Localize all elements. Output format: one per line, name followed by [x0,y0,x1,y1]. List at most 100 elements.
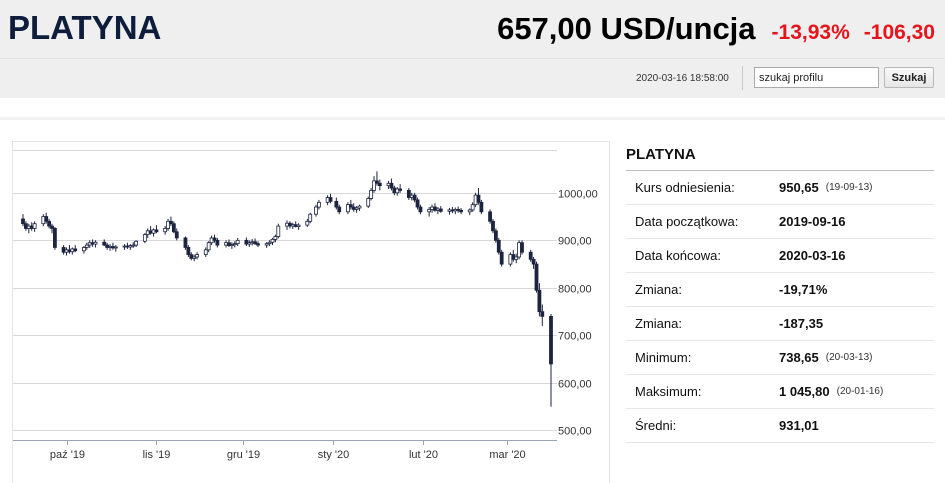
candle-body-up [247,242,252,245]
candle-body-down [488,211,492,222]
candle-body-up [276,225,281,237]
info-value: 2019-09-16 [779,214,846,229]
info-label: Data końcowa: [635,248,721,263]
candle-body-up [372,180,376,191]
info-row: Średni: 931,01 [626,409,934,443]
candle-body-up [470,204,475,211]
price-chart: 1000,00 900,00 800,00 700,00 600,00 500,00 paź… [13,150,598,461]
search-profile-input[interactable] [754,67,879,88]
section-rule [0,117,945,120]
info-title: PLATYNA [626,146,696,163]
candle-body-up [232,243,237,246]
candle-body-up [82,247,86,252]
info-value: 2020-03-16 [779,248,846,263]
candle-body-down [491,220,495,232]
candle-body-down [418,206,423,213]
y-tick-label: 600,00 [558,379,592,391]
search-button[interactable]: Szukaj [884,67,934,88]
candle-body-down [389,182,394,189]
price-chart-panel: 1000,00 900,00 800,00 700,00 600,00 500,00 paź… [12,141,610,483]
change-percent: -13,93% [771,21,850,44]
info-value: 950,65 [779,180,819,195]
candle-body-up [427,209,432,213]
x-tick-label: sty '20 [318,449,349,461]
candle-body-down [44,216,49,222]
info-label: Kurs odniesienia: [635,180,735,195]
candle-body-down [215,239,220,246]
info-rows: Kurs odniesienia: 950,65 (19-09-13) Data po… [626,171,934,443]
candle-body-up [163,228,168,233]
candle-body-down [412,194,417,201]
change-absolute: -106,30 [863,21,935,44]
candle-body-down [456,209,461,211]
candle-body-up [467,209,472,213]
x-tick-label: lut '20 [409,449,438,461]
candle-body-down [171,223,176,233]
candle-body-up [317,201,321,208]
candle-body-up [308,213,313,222]
candle-body-up [229,244,234,247]
instrument-title: PLATYNA [8,9,162,46]
candle-body-up [166,220,170,229]
info-date: (19-09-13) [825,182,873,193]
x-tick-label: paź '19 [50,449,85,461]
current-price: 657,00 USD/uncja [497,11,756,46]
candle-body-down [375,180,379,184]
candle-body-down [534,263,539,291]
candle-body-down [459,209,463,213]
candle-body-down [244,239,249,245]
header-divider [0,58,945,59]
candle-body-up [93,241,98,245]
candle-body-down [47,220,52,227]
candle-body-up [346,204,350,213]
quote-summary: 657,00 USD/uncja -13,93% -106,30 [497,11,935,47]
info-value: 738,65 [779,350,819,365]
info-row: Zmiana: -19,71% [626,273,934,307]
candle-body-down [528,251,533,260]
candle-body-up [195,254,199,258]
x-tick-label: lis '19 [143,449,171,461]
candle-body-down [212,237,217,241]
info-row: Data początkowa: 2019-09-16 [626,205,934,239]
info-label: Zmiana: [635,282,682,297]
info-label: Minimum: [635,350,692,365]
info-date: (20-01-16) [836,386,884,397]
candle-body-up [514,256,519,260]
candle-body-down [493,230,498,241]
candle-body-up [203,249,208,255]
candle-body-up [192,256,197,259]
candle-body-down [169,220,173,225]
candle-body-up [369,190,374,199]
candle-body-down [183,237,188,248]
candle-body-up [235,239,240,245]
info-row: Minimum: 738,65 (20-03-13) [626,341,934,375]
candle-body-down [253,241,257,245]
candle-body-down [479,201,484,213]
info-row: Zmiana: -187,35 [626,307,934,341]
candle-body-up [84,244,89,248]
y-tick-label: 800,00 [558,284,592,296]
candle-body-up [142,234,147,242]
candle-body-down [337,206,342,213]
y-tick-label: 1000,00 [558,189,598,201]
info-row: Data końcowa: 2020-03-16 [626,239,934,273]
candle-body-down [348,204,353,208]
candle-body-up [395,188,400,194]
y-tick-label: 500,00 [558,426,592,438]
info-value: 931,01 [779,418,819,433]
info-date: (20-03-13) [825,352,873,363]
candle-body-down [189,254,194,259]
candle-body-down [334,200,339,208]
candle-body-down [520,242,524,253]
candle-body-down [398,188,403,191]
candle-body-up [314,206,318,215]
candle-body-down [531,258,536,265]
info-value: -19,71% [779,282,828,297]
candle-body-down [154,229,159,233]
candle-body-up [131,244,136,247]
candle-body-down [174,231,179,239]
candle-body-down [186,247,191,255]
candle-body-down [377,182,382,187]
x-tick-label: mar '20 [489,449,525,461]
candle-body-down [549,315,553,365]
